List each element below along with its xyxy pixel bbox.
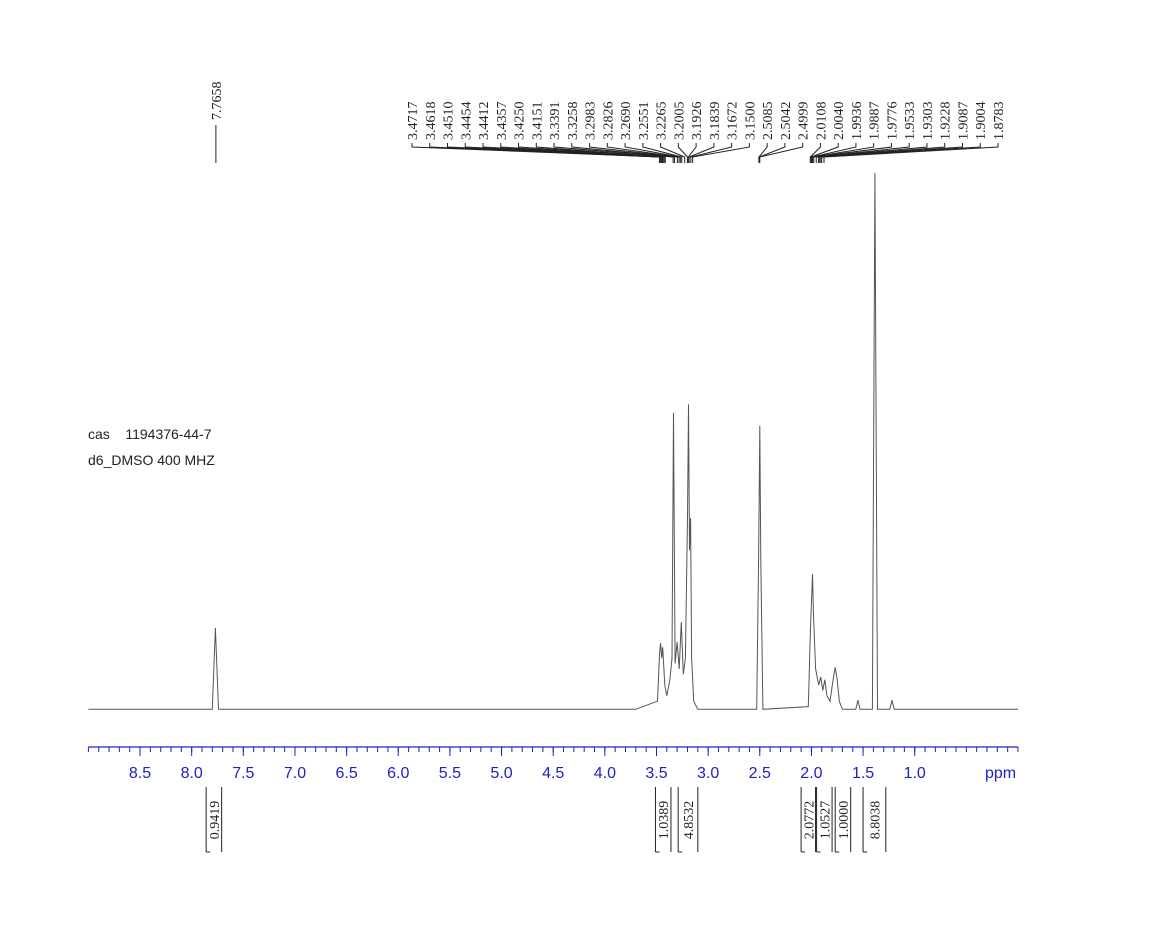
peak-marker: [518, 143, 665, 163]
peak-label: 1.9004: [974, 102, 989, 141]
peak-label: 3.1839: [708, 102, 723, 141]
peak-marker: [813, 143, 892, 163]
x-tick-label: 5.5: [439, 765, 461, 782]
peak-marker: [571, 143, 675, 163]
peak-marker: [758, 143, 786, 163]
peak-marker: [606, 143, 680, 163]
integral-label: 1.0000: [837, 801, 852, 840]
peak-marker: [589, 143, 678, 163]
integral-label: 1.0527: [818, 801, 833, 840]
peak-marker: [815, 143, 910, 163]
peak-label: 3.1926: [690, 102, 705, 141]
peak-marker: [688, 143, 715, 163]
peak-label: 3.4717: [406, 102, 421, 141]
peak-marker: [690, 143, 733, 163]
x-tick-label: 1.5: [852, 765, 874, 782]
peak-label: 1.9228: [939, 102, 954, 141]
peak-marker: [535, 143, 666, 163]
integral-bracket: [834, 787, 852, 853]
peak-label: 7.7658: [210, 82, 225, 121]
peak-label: 1.9303: [921, 102, 936, 141]
peak-label: 3.2826: [601, 102, 616, 141]
integral-label: 0.9419: [208, 801, 223, 840]
integral-label: 8.8038: [868, 801, 883, 840]
peak-label: 3.2983: [584, 102, 599, 141]
peak-label: 3.4412: [477, 102, 492, 141]
x-tick-label: 1.0: [904, 765, 926, 782]
spectrum-trace: [88, 172, 1018, 710]
peak-label: 2.4999: [797, 102, 812, 141]
peak-marker: [810, 143, 839, 163]
peak-marker: [820, 143, 963, 163]
peak-label: 3.4454: [459, 102, 474, 141]
peak-label: 1.8783: [992, 102, 1007, 141]
x-tick-label: 2.5: [749, 765, 771, 782]
peak-label: 3.2690: [619, 102, 634, 141]
peak-marker: [809, 143, 821, 163]
peak-marker: [818, 143, 928, 163]
peak-label: 2.0040: [832, 102, 847, 141]
x-tick-label: 6.0: [387, 765, 409, 782]
peak-label: 3.4357: [495, 102, 510, 141]
x-tick-label: 7.5: [232, 765, 254, 782]
integral-bracket: [800, 787, 817, 853]
peak-marker: [660, 143, 686, 163]
peak-label: 3.1672: [726, 102, 741, 141]
peak-marker: [811, 143, 857, 163]
x-tick-label: 4.5: [542, 765, 564, 782]
x-tick-label: 3.0: [697, 765, 719, 782]
peak-label: 3.4618: [424, 102, 439, 141]
peak-label: 3.4151: [530, 102, 545, 141]
peak-label: 1.9533: [903, 102, 918, 141]
x-tick-label: 8.0: [181, 765, 203, 782]
peak-marker: [642, 143, 683, 163]
annotation: d6_DMSO 400 MHZ: [88, 452, 215, 468]
peak-label: 3.2551: [637, 102, 652, 141]
integral-bracket: [205, 787, 223, 853]
x-tick-label: 4.0: [594, 765, 616, 782]
peak-label: 1.9887: [868, 102, 883, 141]
integral-bracket: [677, 787, 699, 853]
peak-label: 3.2265: [655, 102, 670, 141]
peak-label: 1.9087: [956, 102, 971, 141]
peak-marker: [692, 143, 750, 163]
x-tick-label: 5.0: [490, 765, 512, 782]
peak-label: 3.3258: [566, 102, 581, 141]
peak-label: 1.9936: [850, 102, 865, 141]
peak-label: 1.9776: [885, 102, 900, 141]
integral-label: 2.0772: [802, 801, 817, 840]
integral-bracket: [816, 787, 833, 853]
peak-marker: [823, 143, 999, 163]
peak-marker: [818, 143, 946, 163]
peak-label: 2.5042: [779, 102, 794, 141]
peak-marker: [677, 143, 688, 163]
peak-marker: [553, 143, 674, 163]
peak-label: 3.4250: [513, 102, 528, 141]
x-tick-label: 7.0: [284, 765, 306, 782]
peak-marker: [759, 143, 804, 163]
peak-label: 2.0108: [814, 102, 829, 141]
integral-bracket: [654, 787, 672, 853]
peak-marker: [812, 143, 875, 163]
integral-label: 4.8532: [682, 801, 697, 840]
x-tick-label: 6.5: [335, 765, 357, 782]
peak-label: 3.1500: [743, 102, 758, 141]
annotation: cas 1194376-44-7: [88, 426, 212, 442]
integral-label: 1.0389: [657, 801, 672, 840]
peak-label: 3.4510: [442, 102, 457, 141]
peak-marker: [821, 143, 981, 163]
x-axis-label: ppm: [985, 765, 1016, 782]
peak-marker: [687, 143, 697, 163]
peak-label: 3.2005: [672, 102, 687, 141]
x-tick-label: 3.5: [645, 765, 667, 782]
peak-label: 2.5085: [761, 102, 776, 141]
peak-marker: [624, 143, 681, 163]
x-tick-label: 8.5: [129, 765, 151, 782]
integral-bracket: [862, 787, 887, 853]
peak-marker: [500, 143, 664, 163]
peak-marker: [482, 143, 664, 163]
x-tick-label: 2.0: [800, 765, 822, 782]
peak-label: 3.3391: [548, 102, 563, 141]
